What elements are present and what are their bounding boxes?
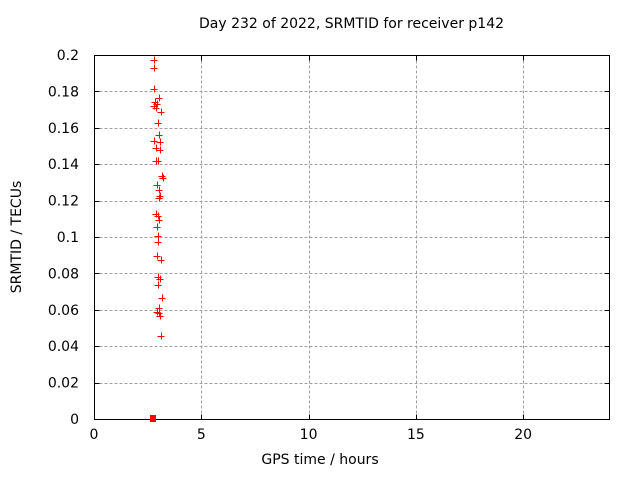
data-point-plus <box>155 194 163 202</box>
data-point-plus <box>158 294 166 302</box>
data-point-plus <box>157 332 165 340</box>
data-point-plus <box>155 216 163 224</box>
data-point-plus <box>153 181 161 189</box>
y-tick-label: 0.1 <box>57 230 79 246</box>
y-tick-label: 0.06 <box>48 303 79 319</box>
data-point-square <box>150 415 156 422</box>
data-point-plus <box>152 104 160 112</box>
y-tick-label: 0.16 <box>48 121 79 137</box>
data-point-plus <box>154 212 162 220</box>
x-axis-label: GPS time / hours <box>261 452 379 468</box>
y-tick-label: 0.02 <box>48 376 79 392</box>
y-tick-label: 0 <box>70 412 79 428</box>
chart-title: Day 232 of 2022, SRMTID for receiver p14… <box>198 16 505 32</box>
data-point-plus <box>156 138 164 146</box>
data-point-plus <box>157 108 165 116</box>
data-point-plus <box>150 137 158 145</box>
data-point-plus <box>153 252 161 260</box>
data-point-plus <box>156 312 164 320</box>
data-point-plus <box>154 238 162 246</box>
data-point-plus <box>150 56 158 64</box>
data-point-plus <box>157 256 165 264</box>
data-point-plus <box>150 64 158 72</box>
data-point-plus <box>159 174 167 182</box>
data-point-plus <box>154 232 162 240</box>
y-tick-label: 0.04 <box>48 339 79 355</box>
data-point-plus <box>150 85 158 93</box>
data-point-plus <box>155 186 163 194</box>
x-tick-label: 20 <box>514 427 532 443</box>
data-point-plus <box>155 131 163 139</box>
y-tick-label: 0.2 <box>57 48 79 64</box>
y-axis-label: SRMTID / TECUs <box>9 180 25 294</box>
x-tick-label: 0 <box>90 427 99 443</box>
data-point-plus <box>156 146 164 154</box>
data-point-plus <box>153 223 161 231</box>
x-tick-label: 10 <box>300 427 318 443</box>
x-tick-label: 5 <box>197 427 206 443</box>
data-point-plus <box>155 309 163 317</box>
y-tick-label: 0.14 <box>48 157 79 173</box>
y-tick-label: 0.08 <box>48 266 79 282</box>
data-point-plus <box>154 119 162 127</box>
data-point-plus <box>155 94 163 102</box>
y-tick-label: 0.12 <box>48 194 79 210</box>
data-point-plus <box>156 275 164 283</box>
x-tick-label: 15 <box>407 427 425 443</box>
data-point-plus <box>154 157 162 165</box>
y-tick-label: 0.18 <box>48 84 79 100</box>
data-point-plus <box>154 281 162 289</box>
